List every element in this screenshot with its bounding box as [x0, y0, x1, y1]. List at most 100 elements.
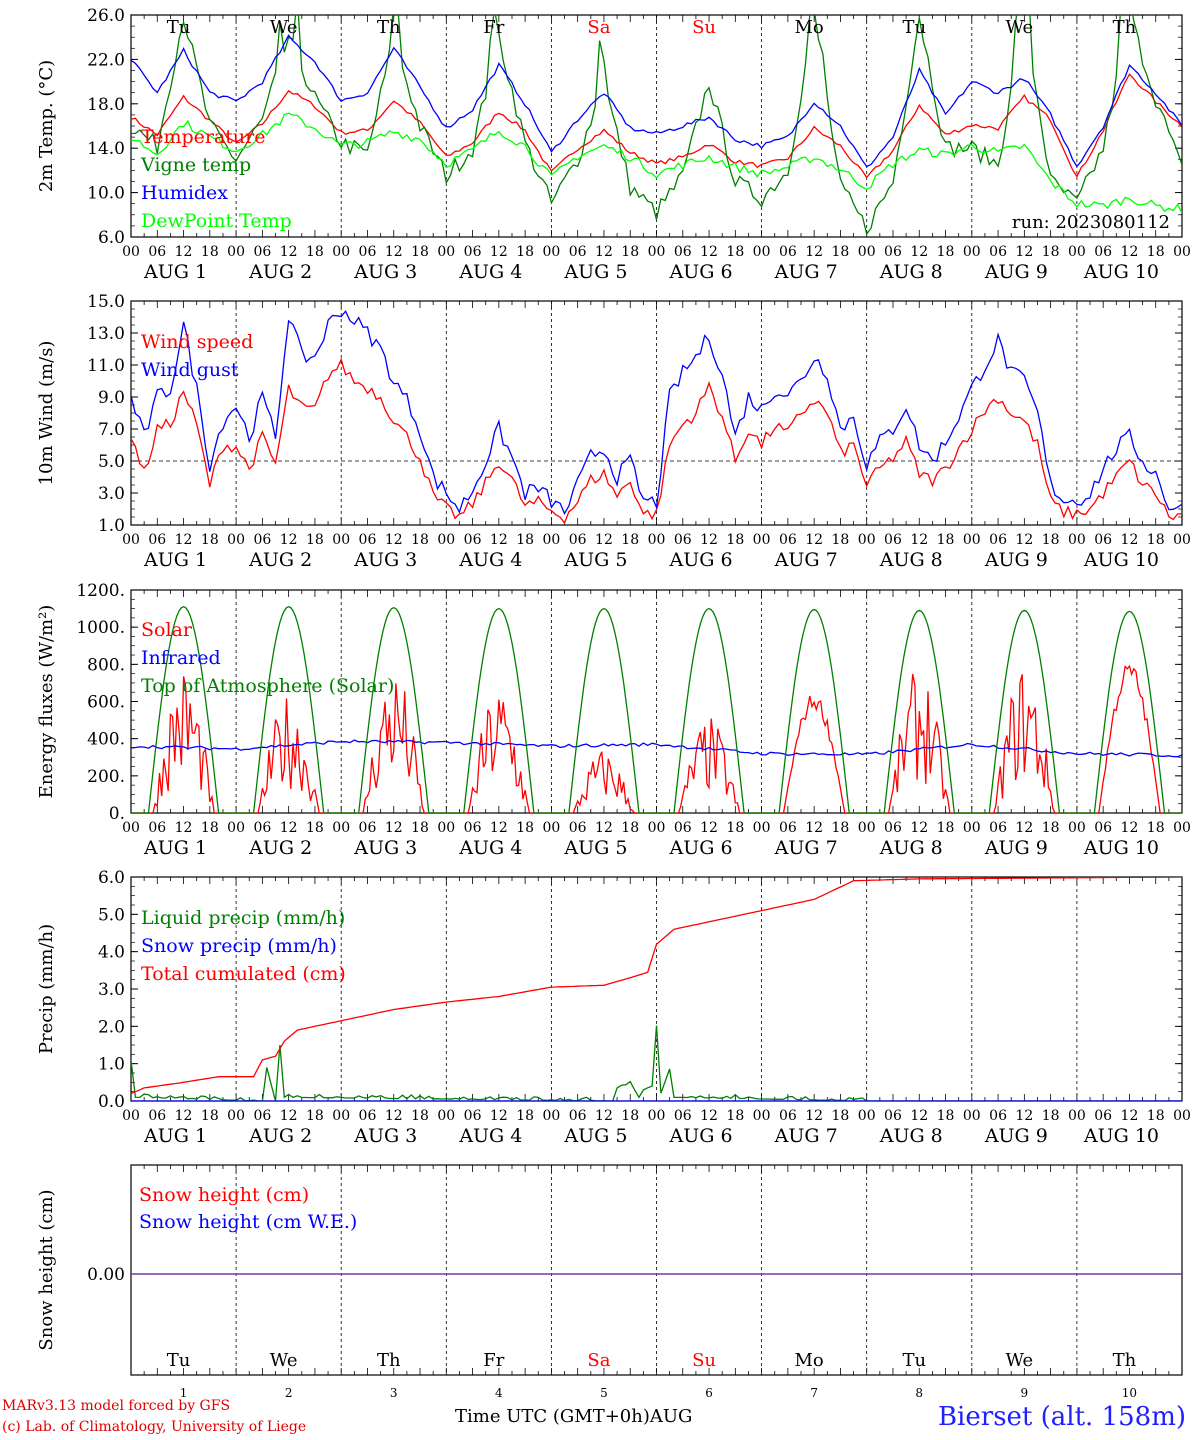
weekday-top-label: Sa: [587, 17, 610, 38]
weekday-top-label: Su: [692, 17, 716, 38]
hour-tick-label: 12: [1121, 532, 1139, 548]
hour-tick-label: 12: [1015, 244, 1033, 260]
hour-tick-label: 00: [1068, 1108, 1086, 1124]
date-label: AUG 7: [774, 837, 838, 859]
weekday-top-label: Fr: [483, 17, 504, 38]
hour-tick-label: 06: [253, 532, 271, 548]
date-label: AUG 6: [669, 837, 733, 859]
hour-tick-label: 00: [542, 532, 560, 548]
y-tick-label: 1000.: [76, 618, 125, 638]
hour-tick-label: 00: [1068, 532, 1086, 548]
day-number-label: 3: [390, 1386, 398, 1400]
hour-tick-label: 18: [411, 820, 429, 836]
legend-entry: Solar: [141, 619, 193, 641]
date-label: AUG 4: [458, 261, 522, 283]
hour-tick-label: 00: [542, 1108, 560, 1124]
hour-tick-label: 18: [937, 1108, 955, 1124]
date-label: AUG 2: [248, 1125, 312, 1147]
date-label: AUG 3: [353, 1125, 417, 1147]
hour-tick-label: 12: [805, 244, 823, 260]
hour-tick-label: 06: [884, 820, 902, 836]
y-tick-label: 22.0: [87, 50, 125, 70]
hour-tick-label: 18: [516, 820, 534, 836]
y-tick-label: 5.0: [98, 452, 125, 472]
hour-tick-label: 00: [648, 1108, 666, 1124]
weekday-bottom-label: We: [270, 1350, 298, 1371]
hour-tick-label: 12: [700, 244, 718, 260]
hour-tick-label: 06: [253, 1108, 271, 1124]
hour-tick-label: 12: [280, 244, 298, 260]
legend-entry: Temperature: [141, 126, 265, 148]
hour-tick-label: 18: [201, 532, 219, 548]
hour-tick-label: 18: [937, 532, 955, 548]
series-line: [131, 357, 1182, 525]
hour-tick-label: 06: [1094, 532, 1112, 548]
hour-tick-label: 00: [1068, 244, 1086, 260]
hour-tick-label: 18: [621, 532, 639, 548]
hour-tick-label: 00: [648, 532, 666, 548]
hour-tick-label: 06: [884, 1108, 902, 1124]
panel-temp: 6.0 10.0 14.0 18.0 22.0 26.0 2m Temp. (°C) 00 06…: [36, 6, 1191, 283]
weekday-bottom-label: We: [1006, 1350, 1034, 1371]
y-axis-label: 10m Wind (m/s): [36, 341, 57, 486]
hour-tick-label: 12: [595, 820, 613, 836]
y-tick-label: 15.0: [87, 292, 125, 312]
hour-tick-label: 00: [753, 1108, 771, 1124]
legend-entry: Liquid precip (mm/h): [141, 907, 345, 929]
legend-entry: Vigne temp: [140, 154, 251, 176]
hour-tick-label: 18: [832, 532, 850, 548]
date-label: AUG 5: [563, 837, 627, 859]
hour-tick-label: 18: [832, 244, 850, 260]
hour-tick-label: 18: [1147, 1108, 1165, 1124]
lab-credit: (c) Lab. of Climatology, University of L…: [2, 1419, 307, 1435]
hour-tick-label: 00: [332, 532, 350, 548]
hour-tick-label: 06: [569, 1108, 587, 1124]
y-axis-label: Precip (mm/h): [36, 924, 57, 1054]
date-label: AUG 8: [879, 1125, 943, 1147]
date-label: AUG 2: [248, 549, 312, 571]
hour-tick-label: 18: [201, 1108, 219, 1124]
hour-tick-label: 18: [411, 244, 429, 260]
date-label: AUG 10: [1083, 837, 1159, 859]
hour-tick-label: 18: [832, 1108, 850, 1124]
hour-tick-label: 12: [490, 532, 508, 548]
weekday-top-label: Th: [377, 17, 401, 38]
hour-tick-label: 06: [464, 820, 482, 836]
hour-tick-label: 18: [201, 820, 219, 836]
hour-tick-label: 18: [1042, 820, 1060, 836]
time-axis-label: Time UTC (GMT+0h)AUG: [455, 1406, 693, 1427]
series-group: [131, 605, 1182, 813]
y-tick-label: 0.00: [87, 1265, 125, 1285]
hour-tick-label: 18: [411, 1108, 429, 1124]
y-tick-label: 18.0: [87, 95, 125, 115]
hour-tick-label: 18: [201, 244, 219, 260]
weekday-bottom-label: Mo: [795, 1350, 824, 1371]
weekday-top-label: We: [270, 17, 298, 38]
date-label: AUG 10: [1083, 549, 1159, 571]
date-label: AUG 1: [143, 837, 207, 859]
y-tick-label: 1200.: [76, 581, 125, 601]
model-credit: MARv3.13 model forced by GFS: [2, 1398, 231, 1414]
date-label: AUG 2: [248, 261, 312, 283]
hour-tick-label: 12: [595, 1108, 613, 1124]
legend-entry: Wind speed: [141, 331, 253, 353]
legend-entry: Snow precip (mm/h): [141, 935, 337, 957]
hour-tick-label: 00: [332, 1108, 350, 1124]
hour-tick-label: 06: [148, 1108, 166, 1124]
hour-tick-label: 00: [1173, 1108, 1191, 1124]
hour-tick-label: 18: [1042, 1108, 1060, 1124]
hour-tick-label: 12: [385, 1108, 403, 1124]
series-line: [131, 1025, 1182, 1101]
date-label: AUG 6: [669, 549, 733, 571]
weekday-bottom-label: Tu: [167, 1350, 191, 1371]
hour-tick-label: 06: [674, 1108, 692, 1124]
date-label: AUG 10: [1083, 261, 1159, 283]
hour-tick-label: 18: [621, 244, 639, 260]
legend-entry: Top of Atmosphere (Solar): [141, 675, 394, 697]
hour-tick-label: 06: [359, 532, 377, 548]
hour-tick-label: 12: [385, 820, 403, 836]
hour-tick-label: 06: [779, 244, 797, 260]
hour-tick-label: 00: [1173, 244, 1191, 260]
hour-tick-label: 00: [122, 820, 140, 836]
